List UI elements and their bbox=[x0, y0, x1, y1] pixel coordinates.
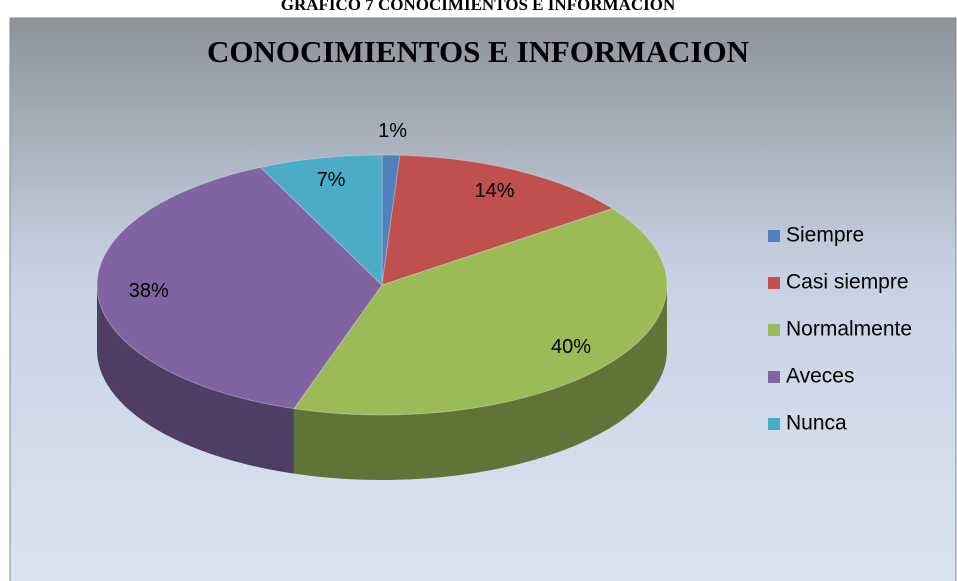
legend-label: Casi siempre bbox=[786, 271, 909, 294]
chart-title: CONOCIMIENTOS E INFORMACION bbox=[207, 34, 749, 69]
data-label: 14% bbox=[475, 180, 515, 202]
legend-label: Normalmente bbox=[786, 318, 912, 341]
data-label: 7% bbox=[317, 169, 346, 191]
slice bbox=[259, 154, 383, 287]
slice-side bbox=[293, 285, 667, 480]
slice-side bbox=[97, 285, 294, 474]
slice bbox=[293, 208, 668, 416]
legend-swatch bbox=[768, 277, 780, 289]
legend-swatch bbox=[768, 371, 780, 383]
data-label: 38% bbox=[129, 280, 169, 302]
slice bbox=[96, 166, 383, 410]
slice bbox=[381, 154, 401, 286]
legend-label: Aveces bbox=[786, 365, 855, 388]
caption: GRAFICO 7 CONOCIMIENTOS E INFORMACION bbox=[281, 0, 676, 14]
legend-swatch bbox=[768, 230, 780, 242]
legend-label: Nunca bbox=[786, 412, 847, 435]
slice bbox=[381, 154, 614, 286]
legend-swatch bbox=[768, 418, 780, 430]
legend-label: Siempre bbox=[786, 224, 864, 247]
legend-swatch bbox=[768, 324, 780, 336]
data-label: 40% bbox=[551, 336, 591, 358]
data-label: 1% bbox=[378, 120, 407, 142]
